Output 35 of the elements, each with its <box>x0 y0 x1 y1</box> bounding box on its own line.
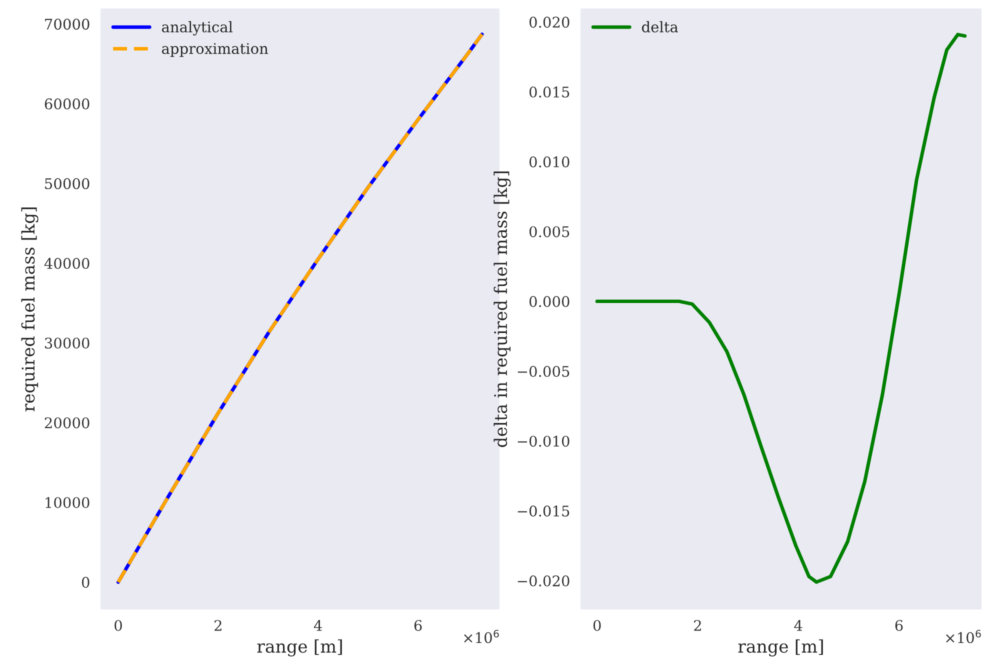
legend-label: approximation <box>162 43 268 57</box>
x-axis-title: range [m] <box>257 639 342 656</box>
y-tick-label: −0.005 <box>518 366 570 377</box>
x-tick-label: 2 <box>694 620 701 631</box>
y-tick-label: 70000 <box>45 18 90 30</box>
y-axis-title: required fuel mass [kg] <box>21 208 38 412</box>
y-tick-label: 10000 <box>46 497 90 508</box>
y-tick-label: 60000 <box>44 98 90 110</box>
y-tick-label: 30000 <box>44 338 90 349</box>
legend-label: delta <box>642 21 678 32</box>
x-tick-label: 6 <box>895 620 903 632</box>
x-tick-label: 4 <box>314 620 322 631</box>
y-tick-label: 0.010 <box>529 156 570 168</box>
y-tick-label: −0.020 <box>518 575 570 586</box>
text: ×10$^{6}$ <box>946 630 981 644</box>
x-tick-label: 4 <box>794 620 802 631</box>
y-tick-label: 0 <box>82 576 90 588</box>
y-tick-label: −0.015 <box>518 506 570 517</box>
y-tick-label: 0.015 <box>529 86 570 98</box>
y-tick-label: 50000 <box>45 178 90 190</box>
y-tick-label: −0.010 <box>518 436 570 447</box>
legend-label: analytical <box>162 21 233 36</box>
x-axis-title: range [m] <box>738 639 823 656</box>
text: ×10$^{6}$ <box>464 630 499 644</box>
y-tick-label: 20000 <box>44 417 90 428</box>
y-tick-label: 0.000 <box>529 296 570 308</box>
y-tick-label: 0.005 <box>529 226 570 238</box>
x-tick-label: 2 <box>214 620 222 631</box>
y-axis-title: delta in required fuel mass [kg] <box>494 172 511 448</box>
y-tick-label: 40000 <box>44 258 90 269</box>
x-tick-label: 6 <box>414 620 422 632</box>
x-tick-label: 0 <box>593 620 601 632</box>
y-tick-label: 0.020 <box>529 16 570 28</box>
x-tick-label: 0 <box>114 620 122 632</box>
line-series <box>595 32 967 584</box>
